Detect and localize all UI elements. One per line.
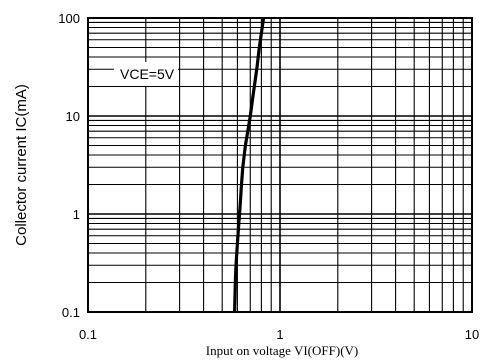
grid [88,18,472,312]
y-tick-label: 10 [66,109,80,124]
annotation-group: VCE=5V [114,62,178,86]
y-axis-label: Collector current IC(mA) [13,84,30,246]
annotation-text: VCE=5V [120,66,175,82]
annotation-background [114,62,178,86]
series-group [233,17,266,313]
tick-labels: 100 10 1 0.1 0.1 1 10 [58,11,479,342]
x-axis-label: Input on voltage VI(OFF)(V) [206,343,359,358]
y-tick-label: 100 [58,11,80,26]
x-tick-label: 0.1 [79,327,97,342]
x-tick-label: 1 [276,327,283,342]
series-line-0 [233,17,266,313]
y-tick-label: 0.1 [62,305,80,320]
y-tick-label: 1 [73,207,80,222]
x-tick-label: 10 [465,327,479,342]
plot-frame [87,17,473,313]
